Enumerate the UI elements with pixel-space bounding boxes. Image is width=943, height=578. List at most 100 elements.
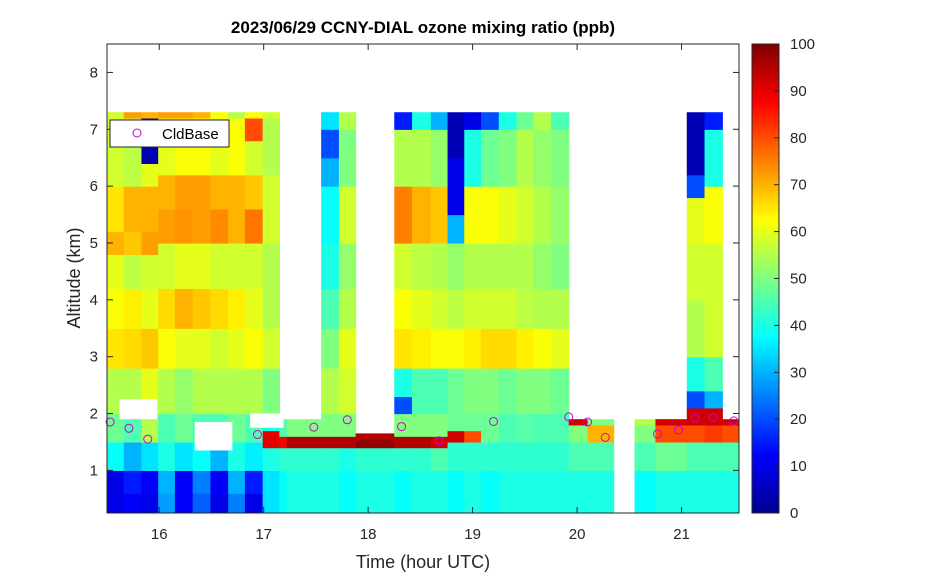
heatmap-cell-9-9 [262,174,280,244]
heatmap-cell-15-1 [394,447,413,471]
heatmap-cell-26-0 [587,470,615,513]
heatmap-cell-30-0 [704,470,723,513]
heatmap-cell-24-0 [550,470,570,513]
heatmap-cell-1-6 [123,288,143,329]
heatmap-cell-13-1 [338,447,357,471]
heatmap-cell-2-9 [141,186,159,233]
heatmap-cell-9-8 [262,242,280,290]
heatmap-cell-14-1 [355,447,395,471]
heatmap-cell-10-1 [279,447,288,471]
heatmap-cell-12-6 [321,288,340,329]
heatmap-cell-29-7 [686,242,706,301]
heatmap-cell-29-8 [686,197,706,244]
heatmap-cell-21-8 [498,129,518,187]
heatmap-cell-30-1 [704,441,723,471]
heatmap-cell-16-7 [412,242,432,290]
heatmap-cell-18-9 [447,157,465,216]
heatmap-cell-23-5 [533,288,552,329]
heatmap-cell-3-11 [158,112,176,119]
masked-region-0 [119,399,158,420]
heatmap-cell-19-5 [464,328,482,369]
heatmap-cell-23-3 [533,368,552,415]
x-tick-label-1: 17 [255,526,272,543]
heatmap-cell-6-11 [210,112,229,119]
heatmap-cell-9-6 [262,328,280,369]
heatmap-cell-3-4 [158,368,176,415]
heatmap-cell-29-3 [686,407,706,426]
heatmap-cell-30-9 [704,129,723,187]
heatmap-cell-17-5 [430,328,449,369]
heatmap-cell-0-8 [107,231,125,255]
chart-title: 2023/06/29 CCNY-DIAL ozone mixing ratio … [231,18,615,37]
heatmap-cell-4-1 [174,470,194,494]
heatmap-cell-12-2 [321,436,340,449]
heatmap-cell-24-9 [550,112,570,130]
heatmap-cell-30-8 [704,186,723,244]
heatmap-cell-3-2 [158,441,176,471]
legend: CldBase [109,119,230,148]
heatmap-cell-2-2 [141,441,159,471]
heatmap-cell-24-4 [550,328,570,369]
cloud-base-marker-4 [309,422,319,432]
heatmap-cell-2-10 [141,163,159,187]
heatmap-cell-14-3 [355,433,395,440]
heatmap-cell-17-3 [430,413,449,437]
heatmap-cell-2-6 [141,288,159,329]
colorbar-tick-label-1: 10 [790,458,807,475]
heatmap-cell-19-8 [464,186,482,244]
cloud-base-marker-14 [690,413,700,423]
heatmap-cell-4-9 [174,174,194,210]
heatmap-cell-18-10 [447,117,465,159]
heatmap-cell-19-4 [464,368,482,415]
colorbar-tick-label-2: 20 [790,411,807,428]
heatmap-cell-29-5 [686,356,706,392]
heatmap-cell-24-5 [550,288,570,329]
heatmap-cell-7-7 [228,242,246,290]
colorbar-tick-label-4: 40 [790,317,807,334]
heatmap-cell-15-5 [394,368,413,398]
cloud-base-marker-11 [600,432,610,442]
heatmap-cell-9-11 [262,112,280,119]
heatmap-cell-19-6 [464,288,482,329]
heatmap-cell-9-1 [262,470,280,494]
heatmap-cell-15-9 [394,186,413,244]
heatmap-cell-7-3 [228,413,246,443]
heatmap-cell-22-2 [516,413,534,443]
heatmap-cell-29-9 [686,174,706,199]
heatmap-cell-21-1 [498,441,518,471]
heatmap-cell-8-0 [244,493,264,513]
heatmap-cell-28-3 [655,419,688,426]
heatmap-cell-7-2 [228,441,246,471]
heatmap-cell-30-3 [704,407,723,426]
heatmap-cell-17-8 [430,186,449,244]
heatmap-cell-0-6 [107,288,125,329]
heatmap-cell-21-7 [498,186,518,244]
heatmap-cell-12-4 [321,368,340,415]
masked-region-1 [194,422,233,451]
y-tick-label-0: 1 [90,462,98,479]
heatmap-cell-0-3 [107,413,125,443]
heatmap-cell-4-3 [174,413,194,443]
heatmap-cell-22-3 [516,368,534,415]
heatmap-cell-3-7 [158,242,176,290]
heatmap-cell-23-9 [533,112,552,130]
heatmap-cell-27-0 [634,470,657,513]
heatmap-cell-29-4 [686,390,706,409]
heatmap-cell-8-4 [244,368,264,415]
colorbar-tick-label-6: 60 [790,224,807,241]
heatmap-cell-19-0 [464,470,482,513]
heatmap-cell-8-5 [244,328,264,369]
heatmap-cell-9-5 [262,368,280,415]
heatmap-cell-6-6 [210,288,229,329]
heatmap-cell-11-1 [286,447,322,471]
heatmap-cell-22-1 [516,441,534,471]
heatmap-cell-4-7 [174,242,194,290]
heatmap-cell-18-3 [447,413,465,432]
heatmap-cell-3-1 [158,470,176,494]
heatmap-cell-2-7 [141,254,159,290]
heatmap-cell-5-5 [192,328,212,369]
heatmap-cell-13-10 [338,112,357,130]
colorbar-tick-label-0: 0 [790,505,798,522]
heatmap-cell-29-6 [686,299,706,358]
heatmap-cell-12-11 [321,112,340,130]
